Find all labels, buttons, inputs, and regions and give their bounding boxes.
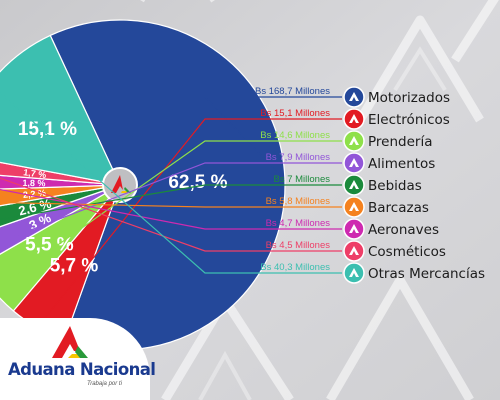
leader-line-8 xyxy=(0,91,342,274)
legend-icon-mark-4 xyxy=(349,180,359,189)
leader-line-0 xyxy=(203,96,342,179)
pie-slice-8 xyxy=(0,34,122,186)
slice-label-7: 1,7 % xyxy=(23,167,47,180)
legend: Bs 168,7 Millones Motorizados Bs 15,1 Mill… xyxy=(0,86,485,327)
slice-label-6: 1,8 % xyxy=(22,178,45,189)
legend-label-8: Otras Mercancías xyxy=(368,266,485,282)
amount-label-1: Bs 15,1 Millones xyxy=(260,108,330,119)
brand-tagline: Trabaja por ti xyxy=(87,381,122,387)
slice-label-8: 15,1 % xyxy=(18,119,77,140)
pie-slice-6 xyxy=(0,174,121,190)
amount-label-5: Bs 5,8 Millones xyxy=(266,196,331,207)
pie-slice-4 xyxy=(0,184,121,228)
amount-label-8: Bs 40,3 Millones xyxy=(260,262,330,273)
legend-label-7: Cosméticos xyxy=(368,244,446,260)
legend-label-1: Electrónicos xyxy=(368,112,450,128)
legend-icon-mark-8 xyxy=(349,268,359,277)
legend-icon-mark-3 xyxy=(349,158,359,167)
amount-label-7: Bs 4,5 Millones xyxy=(266,240,331,251)
slice-label-2: 5,5 % xyxy=(25,235,74,256)
amount-label-6: Bs 4,7 Millones xyxy=(266,218,331,229)
amount-label-0: Bs 168,7 Millones xyxy=(255,86,330,97)
pie-slices xyxy=(0,19,286,351)
leader-line-4 xyxy=(0,184,342,221)
amount-label-4: Bs 7 Millones xyxy=(274,174,331,185)
legend-label-3: Alimentos xyxy=(368,156,435,172)
legend-icon-mark-6 xyxy=(349,224,359,233)
legend-icon-mark-7 xyxy=(349,246,359,255)
leader-line-3 xyxy=(0,162,342,243)
pie-slice-2 xyxy=(0,184,121,312)
aduana-logo-icon xyxy=(52,326,88,358)
leader-line-6 xyxy=(0,188,342,230)
pie-slice-3 xyxy=(0,184,121,255)
slice-label-0: 62,5 % xyxy=(168,172,227,193)
legend-label-4: Bebidas xyxy=(368,178,422,194)
legend-label-0: Motorizados xyxy=(368,90,450,106)
slice-labels: 62,5 %5,7 %5,5 %3 %2,6 %2,2 %1,8 %1,7 %1… xyxy=(17,119,228,276)
legend-icon-mark-1 xyxy=(349,114,359,123)
legend-label-2: Prendería xyxy=(368,134,432,150)
legend-label-6: Aeronaves xyxy=(368,222,439,238)
center-logo xyxy=(102,167,138,203)
amount-label-2: Bs 14,6 Millones xyxy=(260,130,330,141)
leader-line-2 xyxy=(0,140,342,287)
legend-icon-mark-2 xyxy=(349,136,359,145)
legend-icon-mark-0 xyxy=(349,92,359,101)
legend-label-5: Barcazas xyxy=(368,200,429,216)
amount-label-3: Bs 7,9 Millones xyxy=(266,152,331,163)
leader-line-5 xyxy=(0,201,342,208)
pie-slice-0 xyxy=(49,19,286,351)
pie-slice-5 xyxy=(0,184,121,207)
legend-icon-mark-5 xyxy=(349,202,359,211)
brand-logo: Aduana Nacional Trabaja por ti xyxy=(0,318,156,400)
brand-name: Aduana Nacional xyxy=(8,360,156,379)
slice-label-1: 5,7 % xyxy=(50,255,99,276)
leader-line-7 xyxy=(0,177,342,252)
leader-line-1 xyxy=(37,118,342,327)
